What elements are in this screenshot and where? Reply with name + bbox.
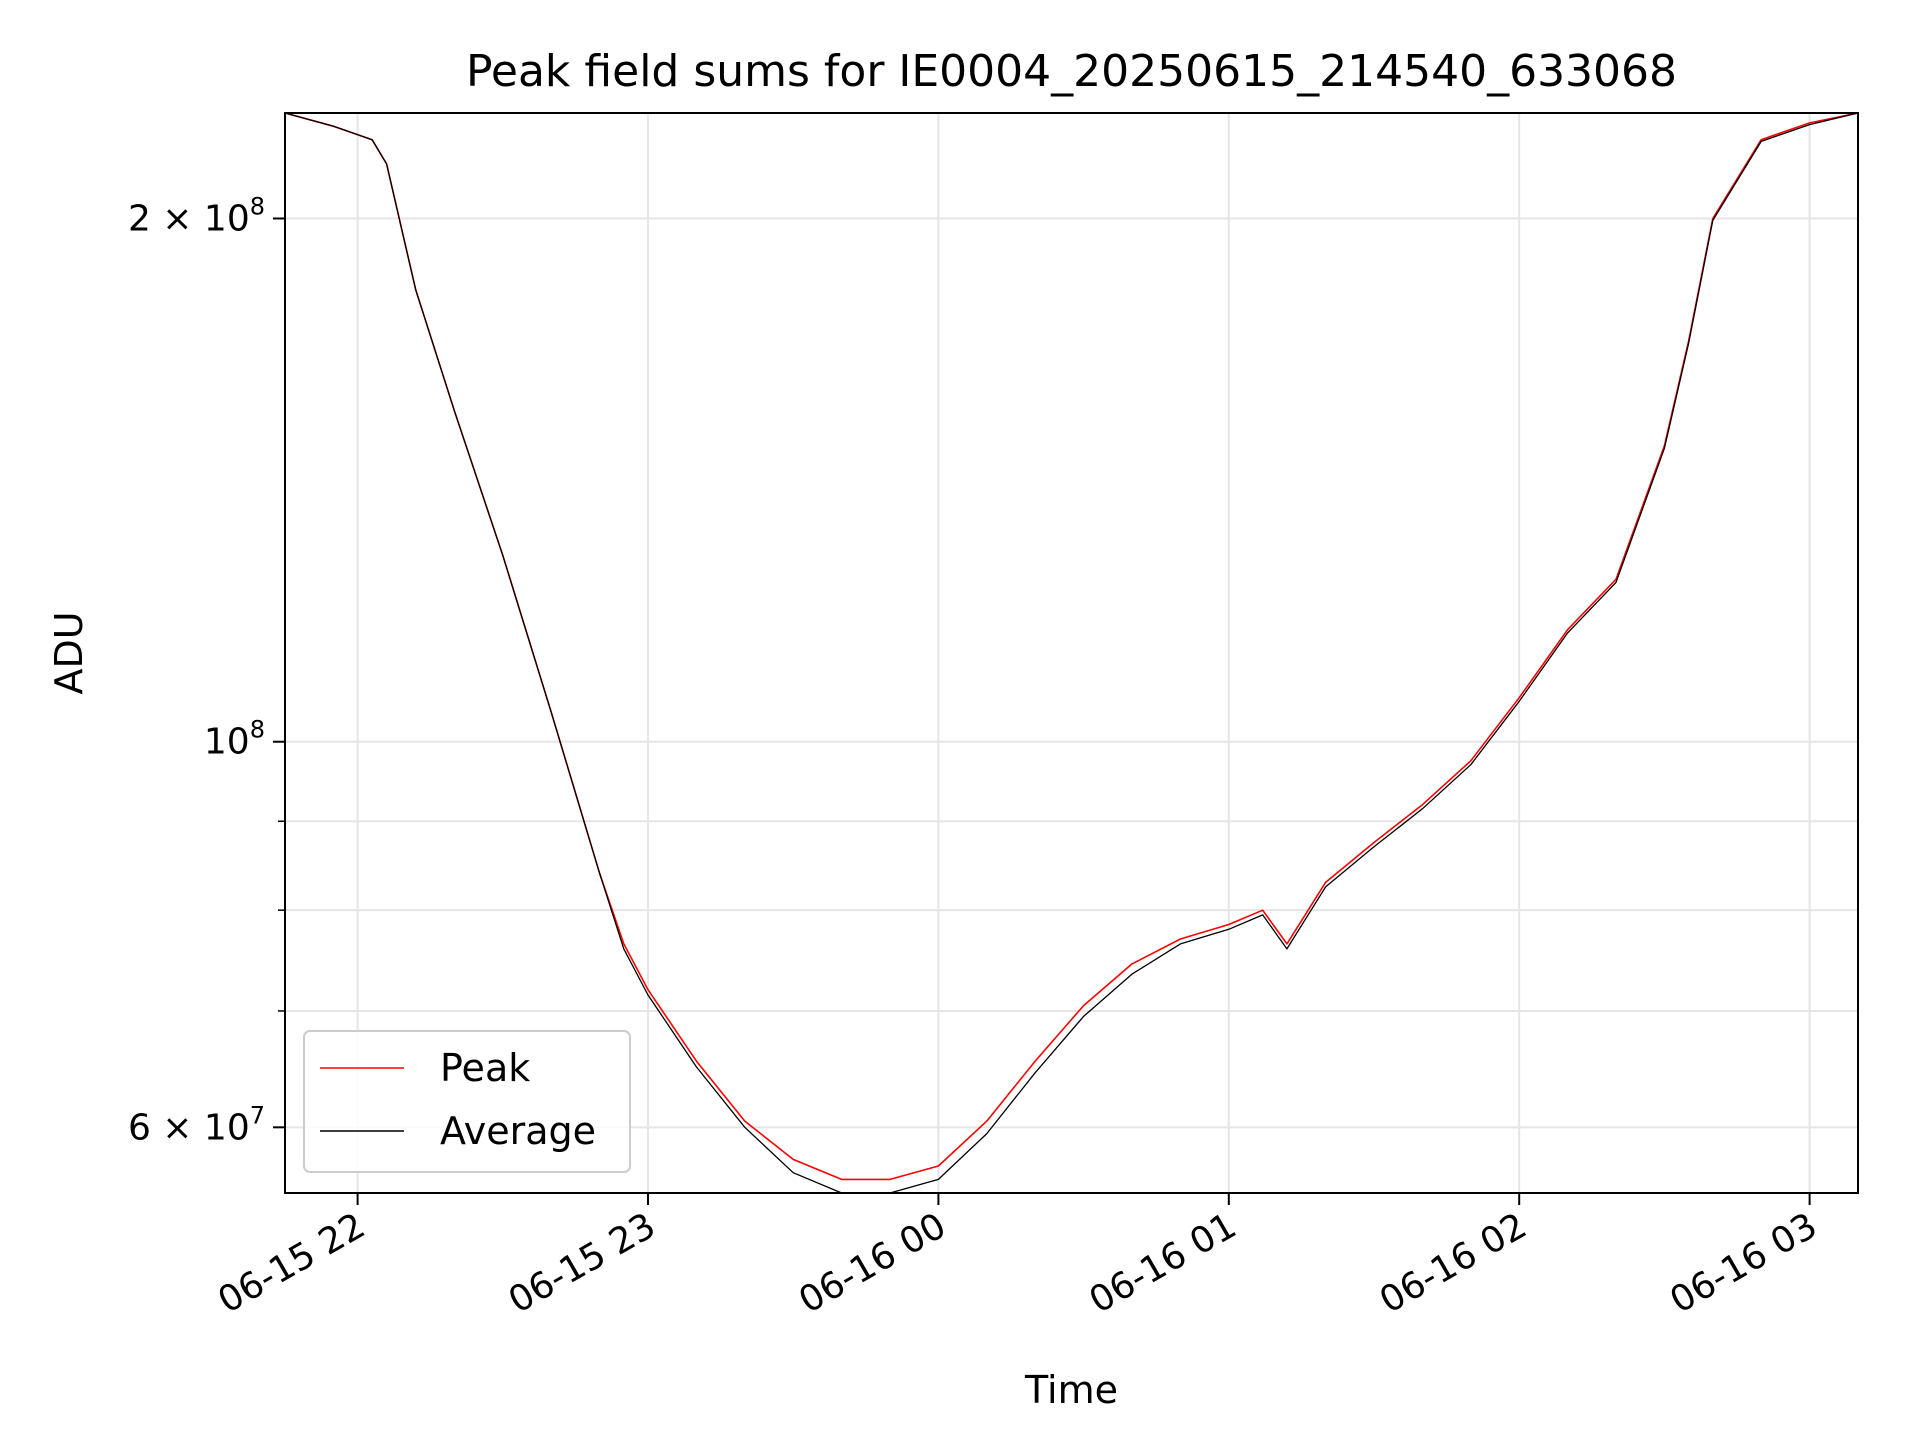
x-axis-label: Time <box>1024 1368 1118 1412</box>
y-tick-label: 2 × 108 <box>128 192 265 239</box>
series-layer <box>284 112 1859 1194</box>
plot-frame <box>284 112 1859 1194</box>
legend-peak-label: Peak <box>440 1046 530 1090</box>
legend-average-label: Average <box>440 1109 596 1153</box>
y-tick-label: 108 <box>204 716 265 763</box>
y-tick-label: 6 × 107 <box>128 1101 265 1148</box>
legend: Peak Average <box>303 1030 631 1173</box>
series-line-average <box>284 112 1859 1194</box>
chart-title: Peak field sums for IE0004_20250615_2145… <box>466 46 1677 97</box>
y-axis-label: ADU <box>47 611 91 694</box>
grid <box>285 113 1858 1193</box>
legend-box <box>303 1030 631 1173</box>
